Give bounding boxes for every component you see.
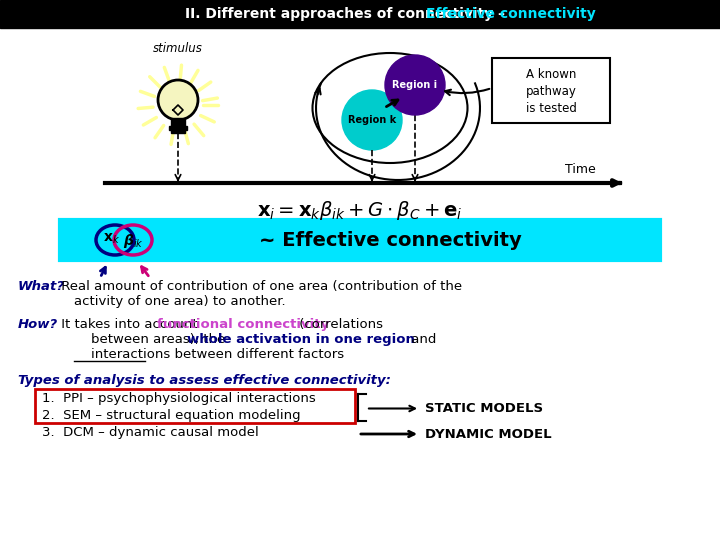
Text: How?: How? (18, 318, 58, 331)
Text: Region k: Region k (348, 115, 396, 125)
Text: It takes into account: It takes into account (57, 318, 202, 331)
Text: stimulus: stimulus (153, 42, 203, 55)
Bar (171, 118, 185, 126)
Text: Effective connectivity: Effective connectivity (426, 7, 595, 21)
Text: interactions between different factors: interactions between different factors (74, 348, 344, 361)
Text: and: and (407, 333, 436, 346)
Text: functional connectivity: functional connectivity (157, 318, 329, 331)
Bar (492, 58, 610, 123)
Text: 3.  DCM – dynamic causal model: 3. DCM – dynamic causal model (42, 426, 258, 439)
Text: Types of analysis to assess effective connectivity:: Types of analysis to assess effective co… (18, 374, 391, 387)
Bar (35, 389, 355, 423)
Text: $\mathbf{x}_i = \mathbf{x}_k\beta_{ik} + G \cdot \beta_C + \mathbf{e}_i$: $\mathbf{x}_i = \mathbf{x}_k\beta_{ik} +… (257, 199, 463, 221)
Text: (correlations: (correlations (295, 318, 383, 331)
Text: 1.  PPI – psychophysiological interactions: 1. PPI – psychophysiological interaction… (42, 392, 316, 405)
Text: $\boldsymbol{\beta}_{ik}$: $\boldsymbol{\beta}_{ik}$ (122, 232, 143, 250)
Circle shape (342, 90, 402, 150)
Text: Region i: Region i (392, 80, 438, 90)
Circle shape (158, 80, 198, 120)
Text: Real amount of contribution of one area (contribution of the: Real amount of contribution of one area … (57, 280, 462, 293)
Text: DYNAMIC MODEL: DYNAMIC MODEL (425, 428, 552, 441)
Text: STATIC MODELS: STATIC MODELS (425, 402, 543, 415)
Circle shape (385, 55, 445, 115)
Text: II. Different approaches of connectivity –: II. Different approaches of connectivity… (185, 7, 510, 21)
Bar (0, 0, 720, 28)
Bar (60, 220, 660, 260)
Text: 2.  SEM – structural equation modeling: 2. SEM – structural equation modeling (42, 409, 301, 422)
Bar (169, 126, 187, 130)
Bar (171, 130, 185, 133)
Text: A known
pathway
is tested: A known pathway is tested (526, 68, 577, 114)
Text: $\mathbf{x}_k$: $\mathbf{x}_k$ (104, 232, 120, 246)
Ellipse shape (312, 53, 467, 163)
Text: whole activation in one region: whole activation in one region (187, 333, 415, 346)
Text: What?: What? (18, 280, 65, 293)
Text: Time: Time (565, 163, 595, 176)
Text: ~ Effective connectivity: ~ Effective connectivity (258, 231, 521, 249)
Text: between areas), the: between areas), the (74, 333, 230, 346)
Text: activity of one area) to another.: activity of one area) to another. (57, 295, 286, 308)
